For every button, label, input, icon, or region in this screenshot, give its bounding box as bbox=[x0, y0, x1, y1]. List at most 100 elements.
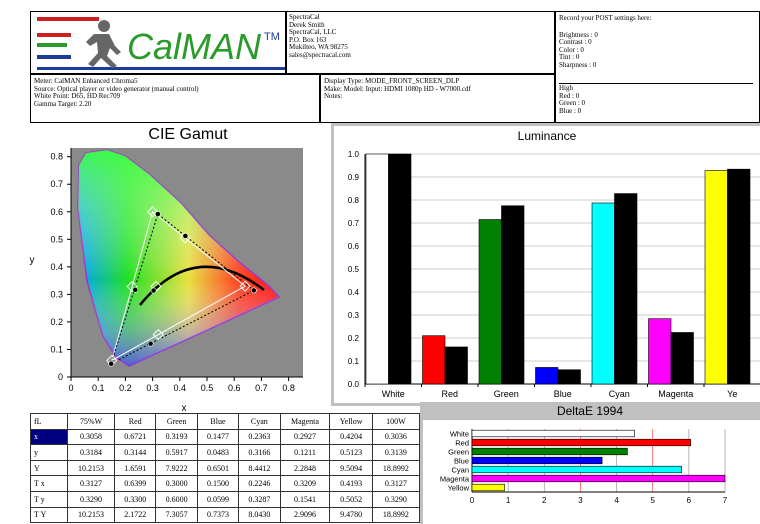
measured-point bbox=[150, 287, 157, 294]
table-row: x 0.3058 0.6721 0.3193 0.1477 0.2363 0.2927 0.4… bbox=[30, 428, 421, 446]
logo-tm: TM bbox=[264, 31, 280, 43]
table-cell: 2.2848 bbox=[279, 459, 331, 477]
cie-ytick-label: 0.2 bbox=[50, 317, 63, 327]
table-cell: 18.8992 bbox=[371, 459, 421, 477]
table-cell: 0.1477 bbox=[196, 428, 240, 446]
company-line: SpectraCal bbox=[289, 13, 320, 21]
table-cell: 0.3166 bbox=[238, 444, 281, 461]
luminance-ytick-label: 0.7 bbox=[348, 219, 360, 228]
table-cell: 0.3287 bbox=[238, 490, 281, 508]
cie-xtick-label: 0.2 bbox=[119, 383, 132, 393]
cie-ytick-label: 0.3 bbox=[50, 289, 63, 299]
deltae-category-label: Green bbox=[448, 448, 469, 457]
deltae-bar bbox=[471, 465, 682, 474]
display-line: Notes: bbox=[324, 92, 343, 101]
luminance-bar bbox=[557, 369, 581, 385]
target-point-marker bbox=[239, 280, 251, 292]
logo-underline bbox=[37, 67, 285, 70]
measured-point bbox=[154, 211, 161, 217]
luminance-ytick-label: 0.4 bbox=[348, 288, 360, 297]
high-setting: Red : 0 bbox=[559, 91, 580, 100]
deltae-xtick-label: 3 bbox=[578, 496, 583, 505]
luminance-bar bbox=[501, 205, 525, 385]
deltae-category-label: Blue bbox=[454, 457, 469, 466]
luminance-ytick-label: 0.5 bbox=[348, 265, 360, 274]
luminance-bar bbox=[444, 346, 468, 385]
deltae-category-label: White bbox=[450, 430, 469, 439]
target-gamut-triangle bbox=[111, 210, 246, 362]
luminance-category-label: Blue bbox=[554, 389, 572, 399]
meter-line: Gamma Target: 2.20 bbox=[34, 99, 92, 108]
table-cell: 0.3000 bbox=[155, 475, 198, 492]
luminance-bar bbox=[591, 202, 615, 385]
deltae-bar bbox=[471, 429, 635, 438]
cie-marks bbox=[106, 206, 257, 367]
cie-xtick-label: 0.7 bbox=[255, 383, 268, 393]
measured-point bbox=[132, 286, 139, 293]
deltae-bar bbox=[471, 456, 603, 465]
runner-icon bbox=[86, 20, 121, 68]
table-cell: Cyan bbox=[238, 413, 281, 430]
luminance-category-label: Magenta bbox=[658, 389, 693, 399]
luminance-category-label: Cyan bbox=[609, 389, 630, 399]
table-cell: 0.3300 bbox=[114, 490, 157, 508]
table-cell: 7.9222 bbox=[155, 459, 198, 477]
table-cell: 2.9096 bbox=[279, 506, 331, 524]
luminance-bar bbox=[670, 332, 694, 385]
luminance-bar bbox=[365, 153, 389, 385]
measured-point bbox=[147, 340, 154, 347]
table-row-label: Y bbox=[30, 459, 68, 477]
table-cell: 0.3139 bbox=[371, 444, 421, 461]
table-cell: 0.1500 bbox=[196, 475, 240, 492]
logo-text: CalMAN bbox=[127, 26, 262, 67]
cie-xtick-label: 0.8 bbox=[282, 383, 295, 393]
display-line: Make: Model: Input: HDMI 1080p HD - W700… bbox=[324, 84, 471, 93]
post-setting: Color : 0 bbox=[559, 45, 584, 54]
table-row-label: y bbox=[30, 444, 68, 461]
table-cell: 0.1211 bbox=[279, 444, 331, 461]
deltae-category-label: Cyan bbox=[451, 466, 469, 475]
company-line: Mukilteo, WA 98275 bbox=[289, 43, 348, 52]
luminance-labels: White Red Green Blue Cyan Magenta Ye bbox=[382, 389, 738, 399]
table-cell: 0.3290 bbox=[66, 490, 116, 508]
company-line: SpectraCal, LLC bbox=[289, 28, 337, 37]
high-settings: High Red : 0 Green : 0 Blue : 0 bbox=[556, 83, 756, 115]
luminance-bar bbox=[614, 193, 638, 385]
deltae-xtick-label: 7 bbox=[723, 496, 728, 505]
cie-ytick-label: 0 bbox=[58, 372, 63, 382]
table-cell: 8.0430 bbox=[238, 506, 281, 524]
cie-ytick-label: 0.8 bbox=[50, 152, 63, 162]
table-cell: 0.5917 bbox=[155, 444, 198, 461]
table-cell: 9.4780 bbox=[329, 506, 373, 524]
table-cell: 0.6721 bbox=[114, 428, 157, 446]
deltae-bar bbox=[471, 474, 726, 483]
table-cell: 0.3193 bbox=[155, 428, 198, 446]
table-cell: 7.3057 bbox=[155, 506, 198, 524]
display-info: Display Type: MODE_FRONT_SCREEN_DLP Make… bbox=[320, 74, 555, 123]
deltae-xtick-label: 1 bbox=[506, 496, 511, 505]
table-cell: 0.5052 bbox=[329, 490, 373, 508]
logo-green-stripe bbox=[37, 43, 67, 47]
high-setting: Green : 0 bbox=[559, 99, 586, 108]
table-row-label: fL bbox=[30, 413, 68, 430]
deltae-xtick-label: 4 bbox=[614, 496, 619, 505]
post-setting: Sharpness : 0 bbox=[559, 60, 597, 69]
luminance-bar bbox=[535, 367, 559, 385]
cie-ytick-label: 0.1 bbox=[50, 344, 63, 354]
deltae-category-label: Red bbox=[455, 439, 469, 448]
table-row: Y 10.2153 1.6591 7.9222 0.6501 8.4412 2.2848 9.… bbox=[30, 459, 421, 477]
luminance-bars bbox=[365, 153, 751, 385]
deltae-category-label: Magenta bbox=[440, 475, 470, 484]
table-cell: 0.0599 bbox=[196, 490, 240, 508]
table-cell: Red bbox=[114, 413, 157, 430]
table-row-label: x bbox=[30, 428, 68, 446]
table-row-label: T x bbox=[30, 475, 68, 492]
measured-point bbox=[182, 233, 189, 239]
post-title: Record your POST settings here: bbox=[559, 14, 652, 22]
cie-title: CIE Gamut bbox=[148, 126, 228, 143]
table-cell: Blue bbox=[196, 413, 240, 430]
table-cell: 75%W bbox=[66, 413, 116, 430]
table-cell: 0.3184 bbox=[66, 444, 116, 461]
cie-axes: 0 0.1 0.2 0.3 0.4 0.5 0.6 0.7 0.8 0 0.1 0.2 0.3 0.4 0.… bbox=[50, 148, 303, 393]
cie-xtick-label: 0.6 bbox=[228, 383, 241, 393]
